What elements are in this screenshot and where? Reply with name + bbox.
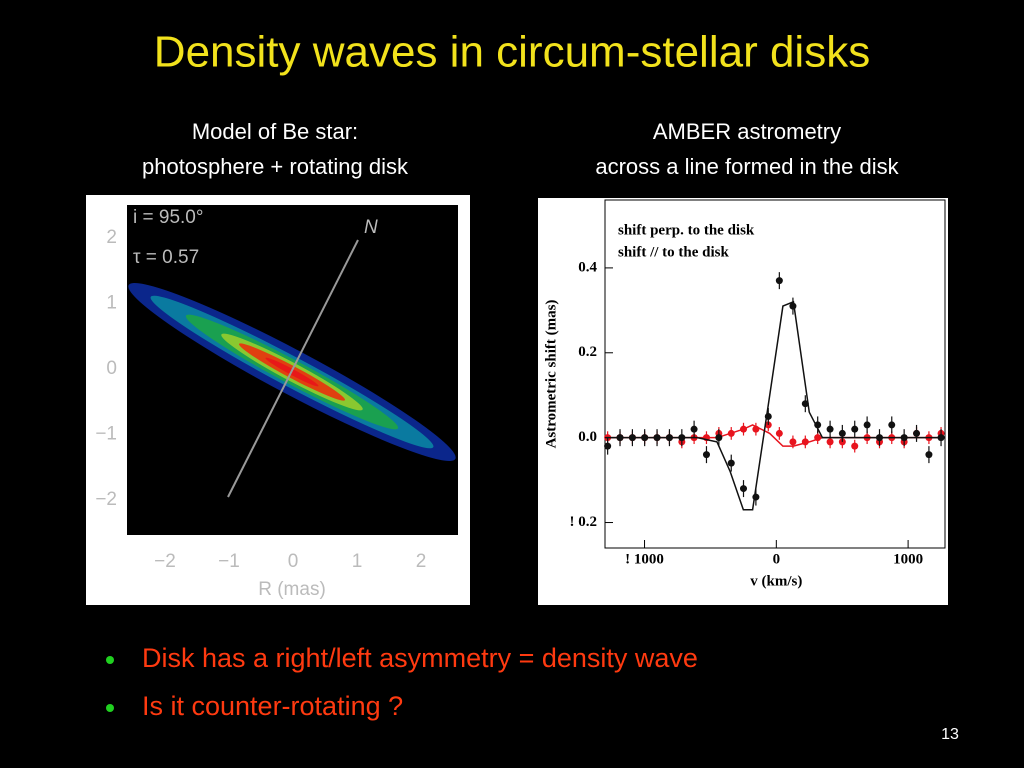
data-point bbox=[789, 438, 797, 446]
y-tick-label: −1 bbox=[95, 424, 117, 445]
bullet bbox=[106, 704, 114, 712]
data-point bbox=[888, 421, 896, 429]
data-point bbox=[838, 429, 846, 437]
x-tick-label: −1 bbox=[218, 551, 240, 572]
data-point bbox=[752, 425, 760, 433]
caption: across a line formed in the disk bbox=[595, 154, 899, 179]
data-point bbox=[628, 434, 636, 442]
annotation: N bbox=[364, 217, 378, 238]
data-point bbox=[826, 425, 834, 433]
y-tick-label: 0.0 bbox=[578, 429, 597, 445]
y-axis-label: Astrometric shift (mas) bbox=[543, 300, 559, 449]
caption: Model of Be star: bbox=[192, 119, 358, 144]
data-point bbox=[814, 421, 822, 429]
data-point bbox=[900, 434, 908, 442]
y-tick-label: −2 bbox=[95, 489, 117, 510]
bullet-text: Is it counter-rotating ? bbox=[142, 691, 403, 721]
data-point bbox=[814, 434, 822, 442]
data-point bbox=[876, 434, 884, 442]
x-tick-label: 0 bbox=[773, 551, 781, 567]
data-point bbox=[863, 421, 871, 429]
data-point bbox=[665, 434, 673, 442]
data-point bbox=[775, 277, 783, 285]
axis-line bbox=[227, 239, 359, 498]
data-point bbox=[690, 425, 698, 433]
data-point bbox=[616, 434, 624, 442]
x-axis-label: v (km/s) bbox=[750, 573, 802, 589]
x-tick-label: 1000 bbox=[893, 551, 923, 567]
left-ticks: 2 1 0 −1 −2 −2 −1 0 1 2 bbox=[95, 227, 426, 572]
data-point bbox=[775, 429, 783, 437]
data-point bbox=[702, 451, 710, 459]
data-point bbox=[727, 429, 735, 437]
x-tick-label: 0 bbox=[288, 551, 299, 572]
data-point bbox=[925, 451, 933, 459]
data-point bbox=[604, 442, 612, 450]
data-point bbox=[789, 302, 797, 310]
annotation: τ = 0.57 bbox=[133, 247, 199, 268]
data-point bbox=[937, 434, 945, 442]
chart: 0.4 0.2 0.0 ! 0.2 ! 1000 0 1000 v (km/s) Astrome… bbox=[543, 199, 946, 589]
caption: photosphere + rotating disk bbox=[142, 154, 409, 179]
data-point bbox=[752, 493, 760, 501]
data-point bbox=[801, 400, 809, 408]
data-point bbox=[851, 425, 859, 433]
data-point bbox=[764, 412, 772, 420]
model-line bbox=[605, 424, 945, 447]
bullet-text: Disk has a right/left asymmetry = densit… bbox=[142, 643, 698, 673]
data-point bbox=[740, 425, 748, 433]
data-point bbox=[653, 434, 661, 442]
data-point bbox=[851, 442, 859, 450]
data-point bbox=[678, 434, 686, 442]
model-line bbox=[605, 300, 945, 511]
data-point bbox=[801, 438, 809, 446]
x-axis-label: R (mas) bbox=[258, 579, 326, 600]
bullet bbox=[106, 656, 114, 664]
y-tick-label: 0.2 bbox=[578, 344, 597, 360]
x-tick-label: 1 bbox=[352, 551, 363, 572]
y-tick-label: 0.4 bbox=[578, 259, 597, 275]
data-point bbox=[641, 434, 649, 442]
slide-title: Density waves in circum-stellar disks bbox=[154, 28, 870, 77]
data-point bbox=[826, 438, 834, 446]
data-point bbox=[740, 485, 748, 493]
left-image: i = 95.0° τ = 0.57 N R (mas) 2 1 0 −1 −2 −2 −1… bbox=[86, 195, 470, 605]
y-tick-label: ! 0.2 bbox=[570, 514, 598, 530]
image-frame bbox=[538, 198, 948, 605]
page-number: 13 bbox=[941, 726, 959, 743]
x-tick-label: 2 bbox=[416, 551, 427, 572]
annotation: i = 95.0° bbox=[133, 207, 203, 228]
x-tick-label: −2 bbox=[154, 551, 176, 572]
y-tick-label: 2 bbox=[106, 227, 117, 248]
y-tick-label: 0 bbox=[106, 358, 117, 379]
right-image: 0.4 0.2 0.0 ! 0.2 ! 1000 0 1000 v (km/s) Astrome… bbox=[538, 198, 948, 605]
legend-entry: shift perp. to the disk bbox=[618, 222, 755, 238]
data-point bbox=[913, 429, 921, 437]
data-point bbox=[727, 459, 735, 467]
x-tick-label: ! 1000 bbox=[625, 551, 664, 567]
caption: AMBER astrometry bbox=[653, 119, 841, 144]
legend-entry: shift // to the disk bbox=[618, 244, 730, 260]
data-point bbox=[715, 434, 723, 442]
y-tick-label: 1 bbox=[106, 293, 117, 314]
plot-frame bbox=[604, 199, 946, 549]
